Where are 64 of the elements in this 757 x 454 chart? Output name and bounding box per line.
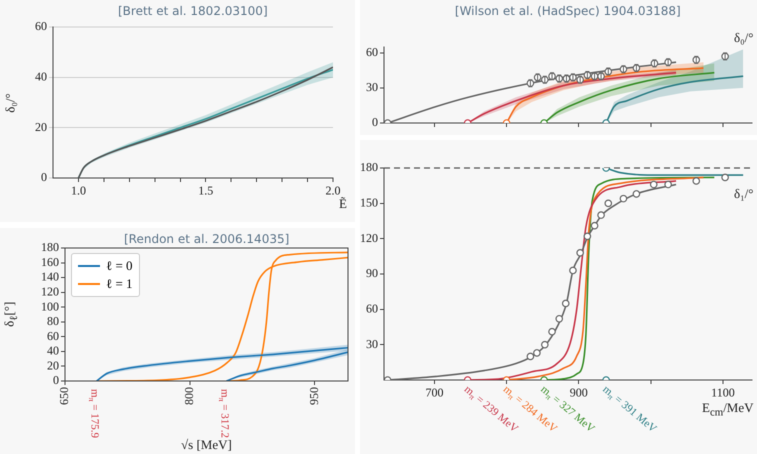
x-axis-title: √s [MeV] — [181, 437, 232, 453]
point — [692, 177, 700, 185]
y-tick-label: 180 — [360, 160, 378, 174]
x-tick-label: 650 — [57, 387, 72, 405]
x-tick-label: 700 — [425, 385, 444, 400]
point — [569, 266, 577, 274]
y-tick-label: 120 — [41, 284, 59, 298]
x-tick-label: 900 — [570, 385, 588, 400]
point — [541, 340, 549, 348]
y-tick-label: 20 — [47, 358, 59, 372]
point — [632, 190, 640, 198]
chart-title: [Wilson et al. (HadSpec) 1904.03188] — [454, 4, 681, 18]
y-tick-label: 160 — [41, 254, 59, 269]
point — [584, 232, 592, 240]
y-tick-label: 40 — [35, 69, 47, 84]
point — [620, 194, 628, 202]
annotation: mπ = 391 MeV — [600, 383, 659, 436]
y-tick-label: 180 — [41, 240, 59, 254]
point — [555, 314, 564, 323]
y-tick-label: 30 — [366, 336, 378, 351]
y-tick-label: 150 — [360, 195, 378, 210]
x-tick-label: 1100 — [711, 385, 735, 400]
x-tick-label: 2.0 — [326, 183, 340, 198]
y-tick-label: 60 — [366, 45, 378, 59]
y-tick-label: 0 — [53, 373, 59, 388]
legend-label: ℓ = 1 — [106, 275, 133, 293]
y-tick-label: 90 — [366, 266, 378, 280]
annotation: mπ = 317.2 — [217, 389, 231, 438]
y-tick-label: 100 — [41, 299, 59, 314]
chart-title: [Rendon et al. 2006.14035] — [124, 232, 290, 246]
point — [604, 200, 612, 208]
y-tick-label: 60 — [47, 328, 59, 343]
y-tick-label: 0 — [41, 170, 47, 184]
x-tick-label: 950 — [306, 387, 321, 405]
y-tick-label: 0 — [372, 115, 378, 130]
annotation: mπ = 175.9 — [87, 389, 101, 439]
point — [548, 328, 556, 336]
y-axis-title: δ₁/° — [734, 186, 754, 202]
point — [562, 300, 570, 308]
point — [721, 174, 729, 182]
y-tick-label: 20 — [35, 120, 47, 134]
point — [576, 249, 584, 257]
y-tick-label: 60 — [35, 19, 47, 34]
x-tick-label: 1.5 — [198, 183, 214, 198]
y-tick-label: 40 — [47, 344, 59, 358]
y-tick-label: 30 — [366, 80, 378, 94]
y-tick-label: 140 — [41, 270, 59, 284]
y-tick-label: 80 — [47, 314, 59, 328]
x-axis-title: E$_{cm}$/MeV — [702, 400, 754, 419]
point — [533, 349, 541, 357]
y-tick-label: 60 — [366, 301, 378, 316]
y-axis-title: δ₀/° — [2, 92, 18, 112]
x-tick-label: 800 — [182, 387, 196, 405]
y-axis-title: δ₀/° — [734, 30, 754, 46]
y-tick-label: 120 — [360, 230, 378, 245]
point — [650, 180, 658, 188]
point — [526, 352, 534, 360]
chart-title: [Brett et al. 1802.03100] — [118, 4, 268, 18]
point — [664, 180, 672, 188]
point — [590, 222, 598, 230]
x-tick-label: 1.0 — [70, 183, 86, 198]
legend-label: ℓ = 0 — [106, 257, 133, 275]
point — [597, 211, 605, 219]
x-axis-title: Ẽ — [339, 196, 347, 212]
